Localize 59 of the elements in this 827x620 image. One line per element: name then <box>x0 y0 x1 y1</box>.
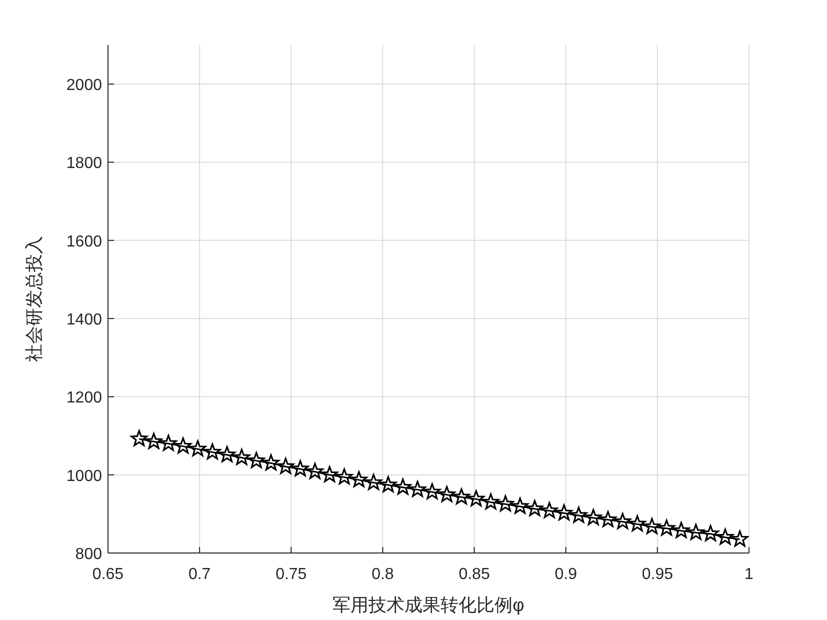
point <box>584 509 602 526</box>
point <box>394 478 412 495</box>
x-axis-title: 军用技术成果转化比例φ <box>332 595 524 615</box>
point <box>438 486 456 502</box>
point <box>174 438 192 454</box>
point <box>292 460 309 476</box>
point <box>614 512 632 530</box>
point <box>600 510 616 528</box>
point <box>482 493 500 510</box>
x-tick-label: 0.9 <box>554 566 578 583</box>
point <box>628 515 646 532</box>
x-tick-label: 0.95 <box>642 566 674 583</box>
point <box>248 452 265 468</box>
point <box>570 506 588 523</box>
point <box>497 495 514 512</box>
point <box>424 483 441 500</box>
point <box>658 520 675 536</box>
point <box>145 432 162 449</box>
x-tick-label: 0.8 <box>372 566 394 583</box>
point <box>644 518 660 534</box>
point <box>409 480 426 497</box>
point <box>233 448 250 465</box>
point <box>468 490 485 506</box>
point <box>350 471 368 488</box>
point <box>687 524 704 540</box>
point <box>672 522 690 538</box>
x-tick-label: 0.65 <box>92 566 124 583</box>
point <box>321 466 338 482</box>
x-tick-label: 1 <box>744 566 754 583</box>
point <box>262 454 280 470</box>
point <box>453 488 470 504</box>
point <box>218 446 236 462</box>
point <box>556 504 572 520</box>
point <box>702 525 719 542</box>
point <box>716 528 734 545</box>
point <box>526 500 544 516</box>
y-tick-label: 1200 <box>66 390 102 407</box>
y-tick-label: 800 <box>75 546 102 563</box>
y-tick-label: 1600 <box>66 233 102 250</box>
point <box>204 443 221 460</box>
point <box>130 430 148 446</box>
y-tick-label: 1800 <box>66 155 102 172</box>
point <box>160 434 177 451</box>
y-tick-label: 2000 <box>66 77 102 94</box>
point <box>380 476 397 492</box>
point <box>306 462 324 479</box>
x-tick-label: 0.75 <box>276 566 307 583</box>
point <box>540 502 558 518</box>
point <box>512 498 528 514</box>
y-tick-label: 1400 <box>66 312 102 329</box>
point <box>731 530 748 547</box>
point <box>189 440 206 456</box>
point <box>365 474 382 490</box>
y-axis-title: 社会研发总投入 <box>24 236 44 362</box>
x-tick-label: 0.7 <box>188 566 211 583</box>
point <box>336 468 353 484</box>
y-tick-label: 1000 <box>66 468 102 485</box>
x-tick-label: 0.85 <box>458 566 490 583</box>
point <box>277 458 294 474</box>
